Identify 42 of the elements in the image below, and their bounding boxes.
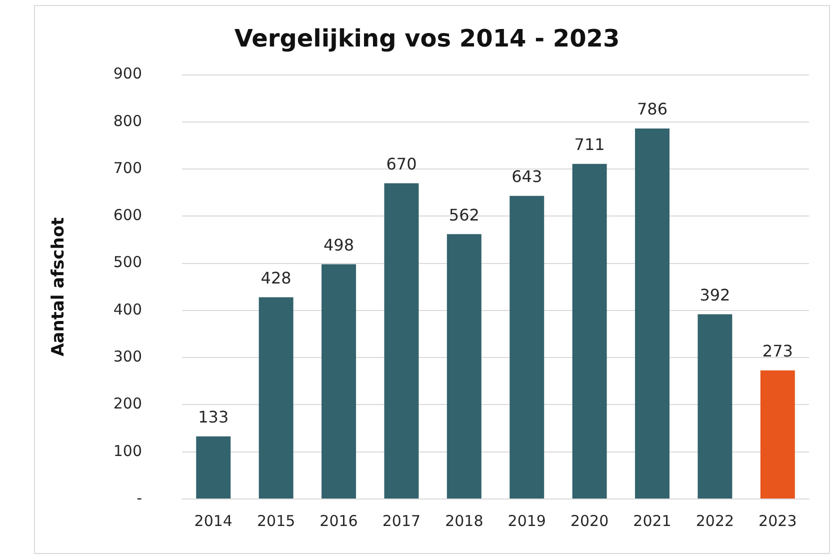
bar [258, 297, 294, 498]
x-tick-label: 2020 [570, 512, 609, 530]
data-label: 786 [636, 100, 668, 119]
y-tick-label: 800 [113, 112, 142, 130]
x-tick-label: 2021 [633, 512, 672, 530]
x-tick-label: 2016 [320, 512, 358, 530]
data-label: 273 [762, 341, 793, 360]
y-tick-label: 900 [113, 64, 142, 83]
bar [196, 436, 231, 498]
data-label: 392 [700, 285, 730, 304]
x-tick-label: 2019 [508, 512, 546, 530]
y-axis-title: Aantal afschot [48, 217, 69, 356]
y-tick-label: 300 [113, 347, 142, 366]
y-tick-label: 100 [113, 442, 142, 460]
bar [760, 370, 795, 498]
data-label: 498 [324, 235, 354, 254]
x-tick-label: 2018 [445, 512, 484, 530]
bar [384, 183, 419, 498]
y-tick-label: 400 [113, 300, 142, 318]
data-label: 428 [260, 268, 292, 288]
x-tick-label: 2015 [256, 512, 296, 530]
y-tick-label: - [136, 488, 142, 507]
data-label: 133 [198, 407, 229, 426]
x-tick-label: 2014 [194, 512, 232, 530]
y-tick-label: 200 [113, 394, 142, 413]
x-tick-label: 2022 [696, 512, 734, 530]
y-tick-label: 500 [113, 253, 142, 272]
data-label: 670 [386, 154, 417, 174]
data-label: 562 [448, 205, 480, 224]
bar [446, 234, 482, 498]
bar [635, 128, 670, 498]
data-label: 643 [512, 167, 542, 186]
bar [572, 164, 607, 498]
y-tick-label: 700 [113, 158, 142, 177]
bar [322, 264, 356, 498]
x-tick-label: 2017 [382, 512, 421, 530]
bar [698, 314, 732, 498]
data-label: 711 [574, 135, 605, 154]
y-tick-label: 600 [113, 206, 142, 224]
bar [510, 196, 544, 498]
x-tick-label: 2023 [758, 512, 797, 530]
chart-title: Vergelijking vos 2014 - 2023 [234, 24, 620, 53]
